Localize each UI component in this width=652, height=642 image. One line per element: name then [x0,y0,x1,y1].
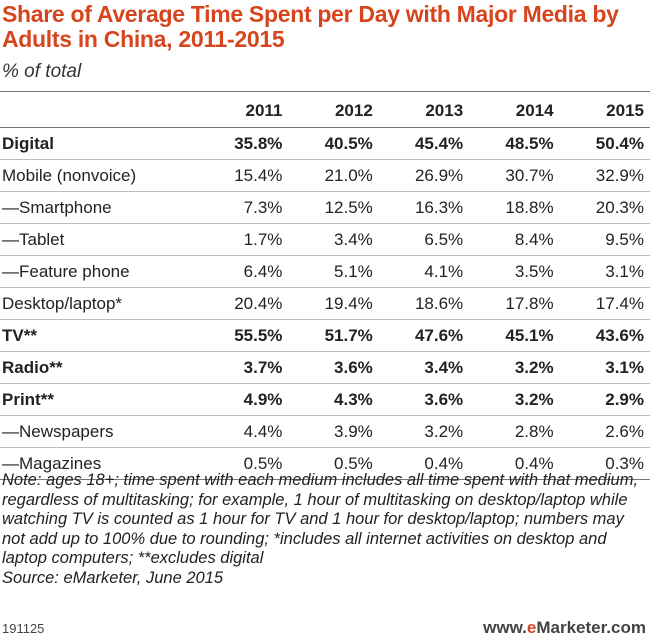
value-cell: 35.8% [198,127,289,160]
value-cell: 3.6% [288,351,379,384]
row-label: —Smartphone [0,191,198,224]
column-header-2012: 2012 [288,91,379,128]
value-cell: 43.6% [559,319,650,352]
value-cell: 45.1% [469,319,560,352]
brand-prefix: www. [483,618,527,637]
header-row: 2011 2012 2013 2014 2015 [0,91,650,128]
value-cell: 6.4% [198,255,289,288]
value-cell: 0.4% [469,447,560,480]
value-cell: 4.4% [198,415,289,448]
value-cell: 40.5% [288,127,379,160]
value-cell: 19.4% [288,287,379,320]
row-label: —Magazines [0,447,198,480]
note-text: Note: ages 18+; time spent with each med… [2,471,639,568]
value-cell: 3.7% [198,351,289,384]
value-cell: 18.8% [469,191,560,224]
value-cell: 3.5% [469,255,560,288]
value-cell: 0.3% [559,447,650,480]
row-label: Print** [0,383,198,416]
table-row: —Smartphone 7.3% 12.5% 16.3% 18.8% 20.3% [0,191,650,224]
value-cell: 7.3% [198,191,289,224]
value-cell: 55.5% [198,319,289,352]
value-cell: 4.1% [378,255,470,288]
table-row: Digital 35.8% 40.5% 45.4% 48.5% 50.4% [0,127,650,160]
value-cell: 45.4% [378,127,470,160]
value-cell: 3.9% [288,415,379,448]
value-cell: 9.5% [559,223,650,256]
row-label: TV** [0,319,198,352]
chart-subtitle: % of total [2,61,82,82]
table-row: Mobile (nonvoice) 15.4% 21.0% 26.9% 30.7% 32.… [0,159,650,192]
row-label: Mobile (nonvoice) [0,159,198,192]
value-cell: 12.5% [288,191,379,224]
column-header-2015: 2015 [559,91,650,128]
value-cell: 32.9% [559,159,650,192]
table-row: TV** 55.5% 51.7% 47.6% 45.1% 43.6% [0,319,650,352]
value-cell: 3.4% [378,351,470,384]
table-body: Digital 35.8% 40.5% 45.4% 48.5% 50.4% Mobile (… [0,127,650,480]
value-cell: 48.5% [469,127,560,160]
table-row: Print** 4.9% 4.3% 3.6% 3.2% 2.9% [0,383,650,416]
table-row: Desktop/laptop* 20.4% 19.4% 18.6% 17.8% 17.4% [0,287,650,320]
value-cell: 3.1% [559,351,650,384]
footer: 191125 www.eMarketer.com [0,615,650,641]
data-table: 2011 2012 2013 2014 2015 Digital 35.8% 40.5% 45… [0,91,650,480]
value-cell: 51.7% [288,319,379,352]
value-cell: 4.9% [198,383,289,416]
value-cell: 47.6% [378,319,470,352]
value-cell: 4.3% [288,383,379,416]
value-cell: 16.3% [378,191,470,224]
column-header-2011: 2011 [198,91,289,128]
table-row: —Tablet 1.7% 3.4% 6.5% 8.4% 9.5% [0,223,650,256]
value-cell: 2.8% [469,415,560,448]
value-cell: 21.0% [288,159,379,192]
value-cell: 3.2% [469,383,560,416]
value-cell: 2.6% [559,415,650,448]
value-cell: 2.9% [559,383,650,416]
table-row: —Newspapers 4.4% 3.9% 3.2% 2.8% 2.6% [0,415,650,448]
value-cell: 17.4% [559,287,650,320]
brand-logo: www.eMarketer.com [483,618,646,638]
value-cell: 0.5% [288,447,379,480]
value-cell: 18.6% [378,287,470,320]
value-cell: 17.8% [469,287,560,320]
value-cell: 5.1% [288,255,379,288]
footnote: Note: ages 18+; time spent with each med… [2,471,650,589]
value-cell: 0.4% [378,447,470,480]
row-label: Desktop/laptop* [0,287,198,320]
table-row: —Feature phone 6.4% 5.1% 4.1% 3.5% 3.1% [0,255,650,288]
row-label: —Tablet [0,223,198,256]
value-cell: 3.6% [378,383,470,416]
value-cell: 8.4% [469,223,560,256]
column-header-2014: 2014 [469,91,560,128]
brand-suffix: Marketer.com [536,618,646,637]
value-cell: 15.4% [198,159,289,192]
value-cell: 3.4% [288,223,379,256]
value-cell: 30.7% [469,159,560,192]
table-row: Radio** 3.7% 3.6% 3.4% 3.2% 3.1% [0,351,650,384]
value-cell: 6.5% [378,223,470,256]
chart-id: 191125 [2,621,45,636]
value-cell: 3.2% [378,415,470,448]
source-text: Source: eMarketer, June 2015 [2,568,224,587]
value-cell: 50.4% [559,127,650,160]
value-cell: 3.2% [469,351,560,384]
row-label: Digital [0,127,198,160]
value-cell: 1.7% [198,223,289,256]
header-label-cell [0,91,198,128]
value-cell: 20.4% [198,287,289,320]
brand-accent: e [526,618,537,637]
table-row: —Magazines 0.5% 0.5% 0.4% 0.4% 0.3% [0,447,650,480]
column-header-2013: 2013 [378,91,470,128]
value-cell: 20.3% [559,191,650,224]
row-label: —Feature phone [0,255,198,288]
row-label: Radio** [0,351,198,384]
row-label: —Newspapers [0,415,198,448]
value-cell: 0.5% [198,447,289,480]
value-cell: 3.1% [559,255,650,288]
value-cell: 26.9% [378,159,470,192]
chart-title: Share of Average Time Spent per Day with… [2,1,619,52]
